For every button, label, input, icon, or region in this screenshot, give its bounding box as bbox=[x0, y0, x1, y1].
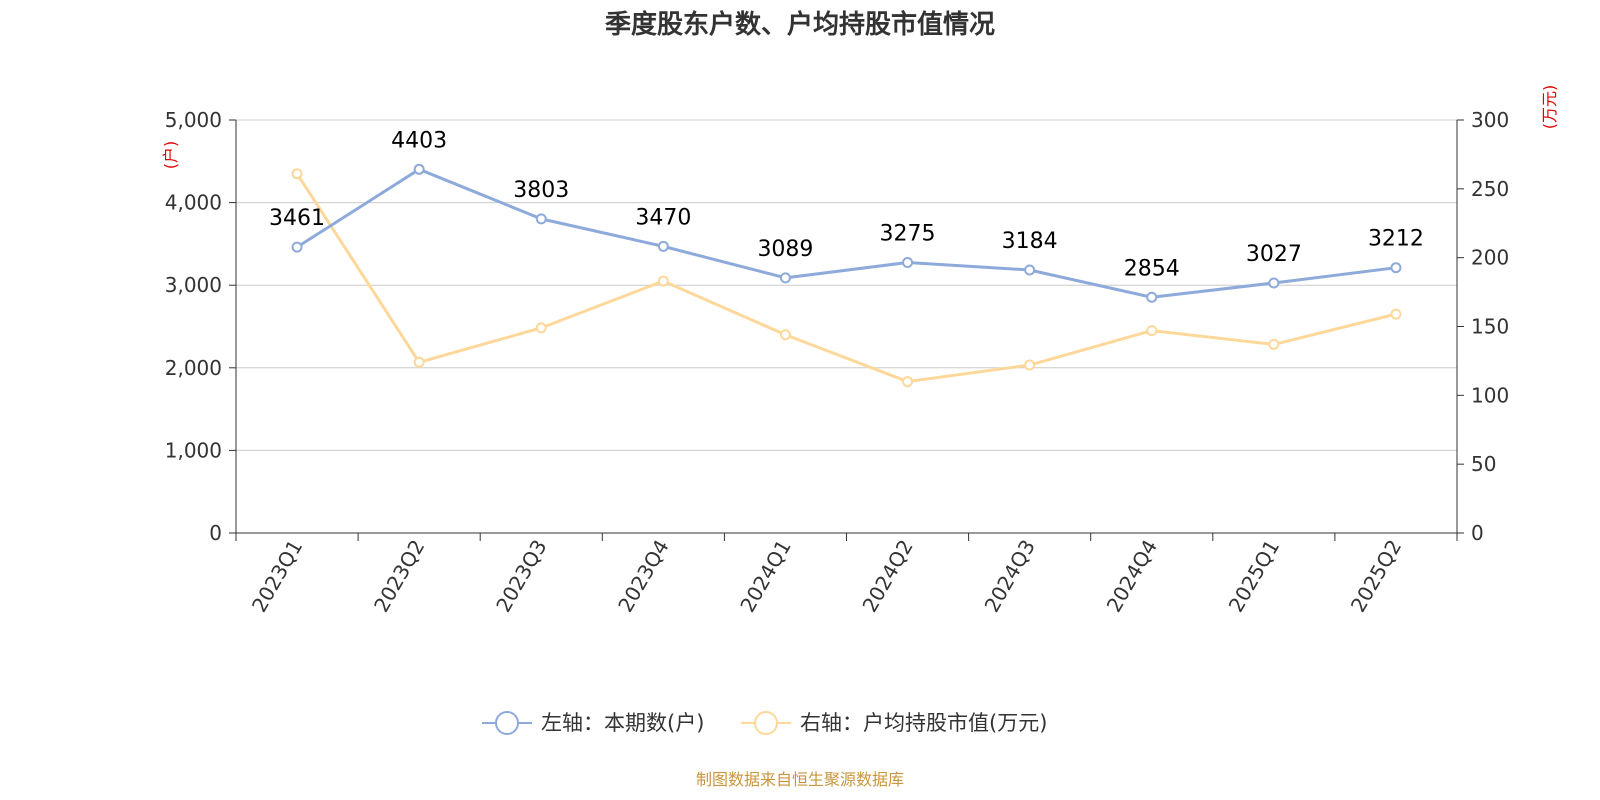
chart-title: 季度股东户数、户均持股市值情况 bbox=[605, 9, 995, 40]
data-label: 3461 bbox=[269, 206, 325, 231]
x-tick-label: 2023Q4 bbox=[613, 536, 673, 617]
data-label: 3275 bbox=[880, 221, 936, 246]
right-tick-label: 200 bbox=[1471, 246, 1509, 270]
data-point-left bbox=[1268, 277, 1280, 289]
right-y-axis-ticks: 0 50 100 150 200 250 300 bbox=[1457, 108, 1509, 545]
left-tick-label: 1,000 bbox=[165, 438, 222, 462]
legend-label-right: 右轴：户均持股市值(万元) bbox=[800, 711, 1047, 735]
left-tick-label: 0 bbox=[209, 521, 222, 545]
data-point-left bbox=[1390, 262, 1402, 274]
right-tick-label: 150 bbox=[1471, 315, 1509, 339]
series-line-left bbox=[296, 167, 1397, 299]
data-point-right bbox=[657, 275, 669, 287]
data-point-left bbox=[1146, 291, 1158, 303]
data-point-left bbox=[779, 272, 791, 284]
left-axis-unit: (户) bbox=[161, 141, 180, 170]
axes bbox=[235, 120, 1458, 534]
legend-item-left-series[interactable]: 左轴：本期数(户) bbox=[482, 711, 704, 735]
x-tick-label: 2023Q3 bbox=[491, 536, 551, 617]
data-label: 4403 bbox=[391, 128, 447, 153]
left-tick-label: 2,000 bbox=[165, 356, 222, 380]
data-point-right bbox=[291, 168, 303, 180]
legend-label-left: 左轴：本期数(户) bbox=[541, 711, 704, 735]
data-point-left bbox=[291, 241, 303, 253]
data-point-right bbox=[1390, 308, 1402, 320]
x-tick-label: 2024Q1 bbox=[735, 536, 795, 617]
x-tick-label: 2023Q2 bbox=[369, 536, 429, 617]
data-label: 3212 bbox=[1368, 227, 1424, 252]
data-point-right bbox=[535, 322, 547, 334]
right-tick-label: 100 bbox=[1471, 383, 1509, 407]
left-tick-label: 4,000 bbox=[165, 191, 222, 215]
data-label: 3027 bbox=[1246, 242, 1302, 267]
data-point-right bbox=[1268, 338, 1280, 350]
data-point-left bbox=[902, 256, 914, 268]
series-line-right bbox=[295, 172, 1397, 384]
right-tick-label: 300 bbox=[1471, 108, 1509, 132]
grid-lines bbox=[236, 119, 1457, 451]
x-tick-label: 2024Q4 bbox=[1102, 536, 1162, 617]
x-tick-label: 2024Q3 bbox=[980, 536, 1040, 617]
series-layer bbox=[291, 163, 1402, 388]
x-tick-label: 2025Q1 bbox=[1224, 536, 1284, 617]
data-label: 2854 bbox=[1124, 256, 1180, 281]
data-label: 3089 bbox=[757, 237, 813, 262]
right-tick-label: 0 bbox=[1471, 521, 1484, 545]
data-point-right bbox=[902, 376, 914, 388]
data-labels: 3461 4403 3803 3470 3089 3275 3184 2854 3027 3212 bbox=[269, 128, 1424, 281]
right-axis-unit: (万元) bbox=[1540, 85, 1559, 130]
data-point-right bbox=[779, 329, 791, 341]
data-point-right bbox=[1024, 359, 1036, 371]
legend-marker-right bbox=[754, 711, 778, 735]
legend[interactable]: 左轴：本期数(户) 右轴：户均持股市值(万元) bbox=[482, 711, 1047, 735]
data-label: 3803 bbox=[513, 178, 569, 203]
left-tick-label: 5,000 bbox=[165, 108, 222, 132]
data-label: 3470 bbox=[635, 205, 691, 230]
legend-marker-left bbox=[495, 711, 519, 735]
data-point-left bbox=[1024, 264, 1036, 276]
x-tick-label: 2023Q1 bbox=[247, 536, 307, 617]
x-tick-label: 2024Q2 bbox=[857, 536, 917, 617]
data-label: 3184 bbox=[1002, 229, 1058, 254]
left-y-axis-ticks: 0 1,000 2,000 3,000 4,000 5,000 bbox=[165, 108, 236, 545]
left-tick-label: 3,000 bbox=[165, 273, 222, 297]
legend-item-right-series[interactable]: 右轴：户均持股市值(万元) bbox=[741, 711, 1047, 735]
data-point-left bbox=[657, 240, 669, 252]
data-point-right bbox=[413, 356, 425, 368]
x-axis-ticks: 2023Q1 2023Q2 2023Q3 2023Q4 2024Q1 2024Q2 2024… bbox=[235, 533, 1458, 617]
x-tick-label: 2025Q2 bbox=[1346, 536, 1406, 617]
right-tick-label: 50 bbox=[1471, 452, 1496, 476]
data-point-right bbox=[1146, 325, 1158, 337]
source-note: 制图数据来自恒生聚源数据库 bbox=[696, 770, 904, 789]
right-tick-label: 250 bbox=[1471, 177, 1509, 201]
data-point-left bbox=[535, 213, 547, 225]
data-point-left bbox=[413, 163, 425, 175]
